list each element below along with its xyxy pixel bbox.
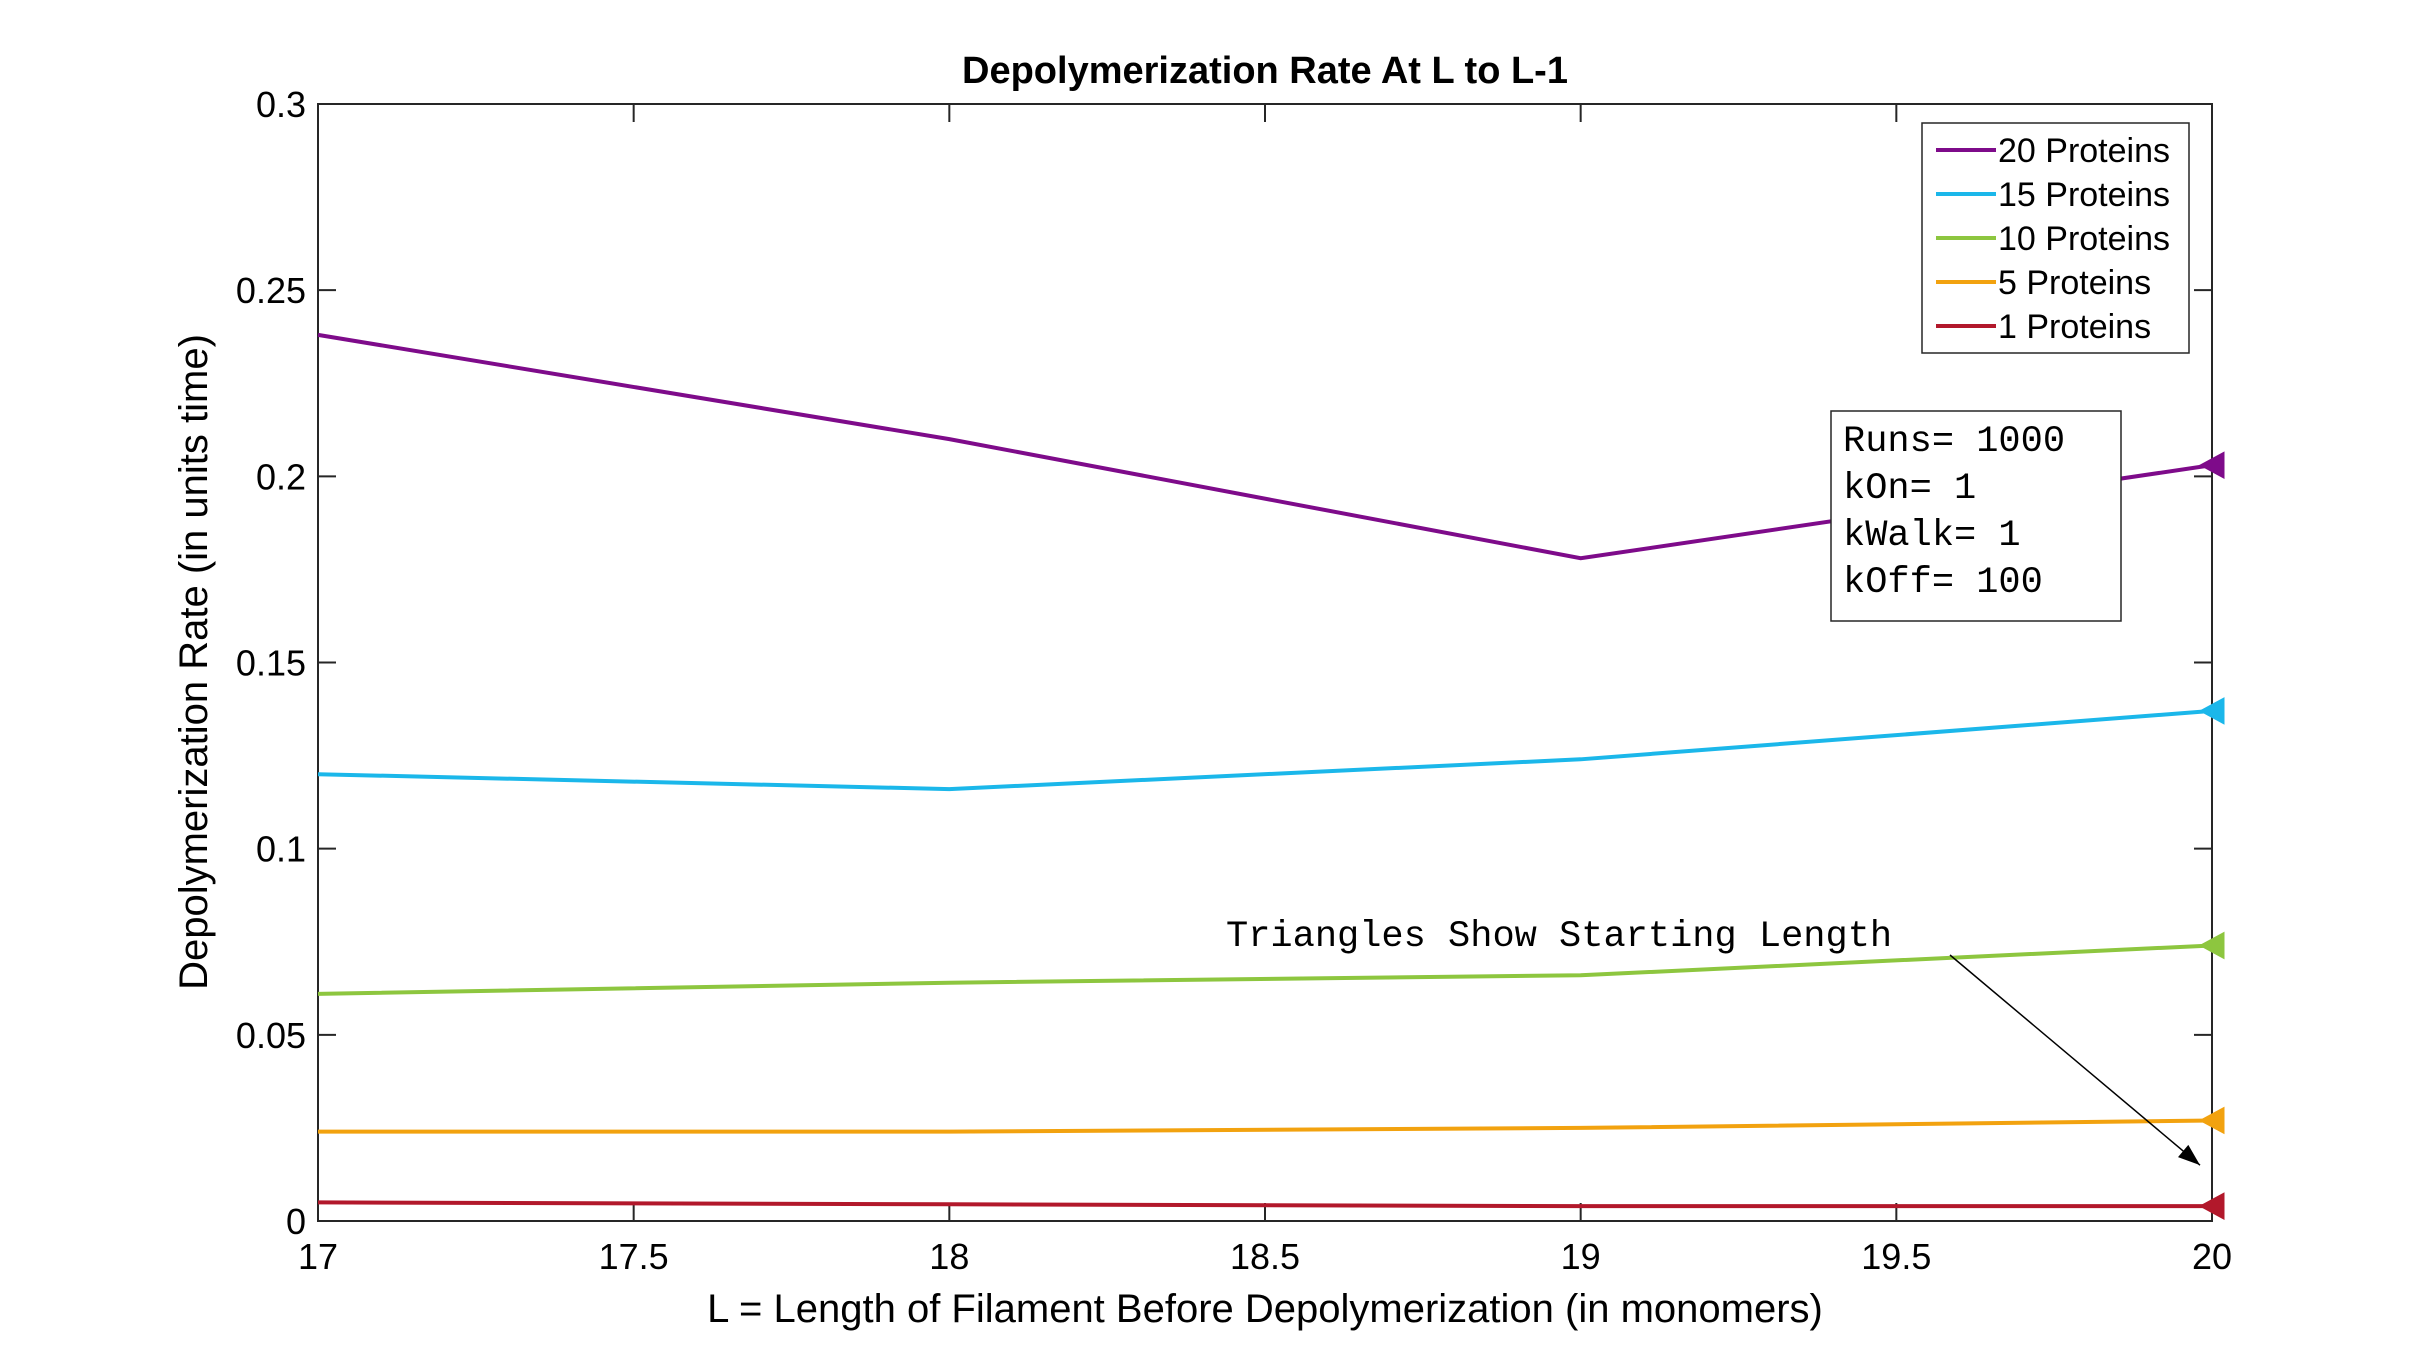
- parameter-kwalk: kWalk= 1: [1843, 515, 2021, 557]
- legend-label: 10 Proteins: [1998, 220, 2170, 258]
- annotation-arrow-head: [2178, 1144, 2200, 1166]
- y-axis-label: Depolymerization Rate (in units time): [172, 334, 216, 990]
- x-axis-ticks: 17 17.5 18 18.5 19 19.5 20: [298, 104, 2232, 1277]
- parameters-box-frame: [1830, 410, 2122, 622]
- parameter-kon: kOn= 1: [1843, 468, 1976, 510]
- series-line: [317, 943, 2213, 996]
- legend-label: 5 Proteins: [1998, 264, 2151, 302]
- x-tick-label: 18.5: [1230, 1236, 1300, 1277]
- parameter-runs: Runs= 1000: [1843, 421, 2065, 463]
- start-length-marker: [2198, 451, 2225, 480]
- plot-area: [317, 103, 2213, 1222]
- y-tick-label: 0.3: [256, 84, 306, 125]
- y-axis-ticks: 0 0.05 0.1 0.15 0.2 0.25 0.3: [236, 84, 2212, 1242]
- start-length-marker: [2198, 1192, 2225, 1220]
- y-tick-label: 0.05: [236, 1015, 306, 1056]
- x-tick-label: 17.5: [599, 1236, 669, 1277]
- x-tick-label: 18: [929, 1236, 969, 1277]
- parameter-koff: kOff= 100: [1843, 562, 2043, 604]
- annotation-text: Triangles Show Starting Length: [1226, 916, 1892, 958]
- x-tick-label: 17: [298, 1236, 338, 1277]
- legend-label: 15 Proteins: [1998, 176, 2170, 214]
- y-tick-label: 0.25: [236, 270, 306, 311]
- start-length-marker: [2198, 697, 2225, 725]
- x-tick-label: 19.5: [1861, 1236, 1931, 1277]
- legend-items: 20 Proteins 15 Proteins 10 Proteins 5 Prote…: [1936, 132, 2170, 346]
- start-length-marker: [2198, 1106, 2225, 1135]
- y-tick-label: 0: [286, 1201, 306, 1242]
- series-line: [317, 1200, 2212, 1209]
- chart-title: Depolymerization Rate At L to L-1: [962, 50, 1568, 92]
- annotation-arrow-line: [1949, 954, 2201, 1166]
- annotation: Triangles Show Starting Length: [1226, 916, 2201, 1166]
- x-axis-label: L = Length of Filament Before Depolymeri…: [707, 1287, 1823, 1331]
- series-line: [317, 708, 2213, 792]
- x-tick-label: 20: [2192, 1236, 2232, 1277]
- y-tick-label: 0.15: [236, 643, 306, 684]
- parameters-box: Runs= 1000 kOn= 1 kWalk= 1 kOff= 100: [1830, 410, 2122, 622]
- legend-label: 1 Proteins: [1998, 308, 2151, 346]
- y-tick-label: 0.1: [256, 829, 306, 870]
- series-line: [318, 1118, 2213, 1134]
- legend-label: 20 Proteins: [1998, 132, 2170, 170]
- start-length-marker: [2198, 931, 2225, 960]
- x-tick-label: 19: [1561, 1236, 1601, 1277]
- y-tick-label: 0.2: [256, 456, 306, 497]
- legend: 20 Proteins 15 Proteins 10 Proteins 5 Prote…: [1921, 122, 2190, 354]
